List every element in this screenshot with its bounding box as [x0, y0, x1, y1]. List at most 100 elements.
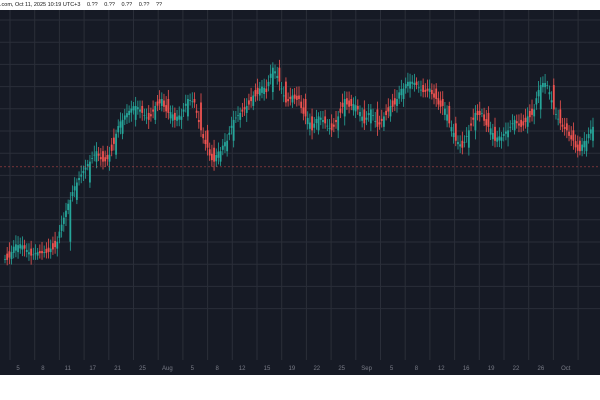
candle-body	[533, 109, 536, 117]
candle-body	[348, 100, 350, 107]
candle-body	[561, 124, 564, 127]
candle-body	[104, 157, 107, 162]
candle-body	[43, 252, 46, 253]
candle-body	[95, 151, 98, 162]
candle-body	[585, 140, 588, 152]
candle-body	[592, 126, 594, 141]
candle-body	[504, 131, 507, 134]
candle-body	[565, 123, 568, 131]
candle-body	[269, 73, 272, 78]
candle-body	[542, 82, 544, 88]
candle-body	[267, 81, 270, 87]
candle-body	[511, 123, 514, 125]
candle-body	[574, 141, 577, 148]
candle-body	[452, 132, 455, 138]
candle-body	[485, 119, 488, 126]
candle-body	[139, 109, 141, 112]
x-tick-label: 11	[65, 366, 72, 372]
candle-body	[563, 126, 566, 130]
candle-body	[200, 102, 202, 131]
candle-body	[217, 151, 220, 158]
candle-body	[467, 130, 470, 148]
candle-body	[317, 116, 320, 131]
candle-body	[426, 88, 429, 91]
candle-body	[587, 134, 590, 139]
x-tick-label: 17	[89, 366, 96, 372]
candle-body	[298, 95, 300, 99]
candle-body	[173, 112, 176, 120]
candle-body	[487, 112, 490, 127]
candle-body	[169, 112, 172, 119]
candle-body	[361, 116, 364, 121]
candle-body	[313, 123, 316, 128]
candle-body	[289, 96, 292, 99]
candle-body	[478, 110, 481, 116]
candle-body	[535, 98, 538, 105]
bottom-margin	[0, 375, 600, 400]
candle-body	[263, 87, 266, 95]
x-tick-label: 5	[191, 366, 195, 372]
candle-body	[509, 126, 512, 128]
candle-body	[34, 253, 37, 255]
candle-body	[507, 130, 509, 138]
x-tick-label: 22	[513, 366, 520, 372]
candle-body	[393, 98, 396, 105]
x-tick-label: 15	[264, 366, 271, 372]
candle-body	[241, 109, 244, 112]
candle-body	[500, 137, 503, 141]
candle-body	[219, 151, 222, 162]
candle-body	[45, 248, 48, 254]
candle-body	[428, 88, 431, 93]
candle-body	[481, 112, 483, 114]
candle-body	[213, 147, 215, 162]
candle-body	[433, 93, 435, 98]
candle-body	[38, 251, 41, 254]
candle-body	[182, 109, 185, 112]
candle-body	[555, 114, 557, 115]
candle-body	[450, 127, 453, 132]
candle-body	[444, 108, 446, 115]
candle-body	[413, 82, 416, 85]
candle-body	[165, 105, 168, 112]
candle-body	[491, 132, 494, 140]
candle-body	[215, 155, 218, 162]
candle-body	[163, 100, 165, 107]
candle-body	[237, 115, 239, 117]
candle-body	[117, 126, 120, 133]
candle-body	[474, 112, 477, 131]
candle-body	[8, 251, 11, 258]
candle-body	[293, 94, 296, 99]
candle-body	[518, 123, 520, 126]
candle-body	[465, 136, 468, 137]
candle-body	[147, 112, 150, 120]
x-tick-label: 19	[488, 366, 495, 372]
candle-body	[193, 99, 196, 103]
candle-body	[544, 82, 546, 88]
candle-body	[581, 144, 584, 151]
candle-body	[322, 119, 324, 123]
candle-body	[457, 142, 459, 145]
candle-body	[304, 99, 307, 117]
candle-body	[239, 112, 242, 120]
candle-body	[461, 140, 464, 148]
candle-body	[337, 116, 340, 131]
candle-body	[234, 117, 237, 119]
candle-body	[184, 103, 187, 106]
candle-body	[250, 96, 252, 102]
candle-body	[91, 158, 94, 159]
candle-body	[58, 231, 61, 238]
candle-body	[285, 81, 287, 103]
x-tick-label: 19	[289, 366, 296, 372]
candle-body	[47, 247, 50, 252]
candle-body	[243, 107, 246, 110]
candle-body	[424, 89, 427, 92]
candle-body	[56, 241, 59, 249]
candle-body	[400, 88, 403, 96]
candle-body	[119, 121, 122, 128]
candle-body	[256, 87, 259, 95]
candle-body	[570, 135, 573, 140]
x-tick-label: 8	[415, 366, 419, 372]
candle-body	[306, 117, 309, 125]
